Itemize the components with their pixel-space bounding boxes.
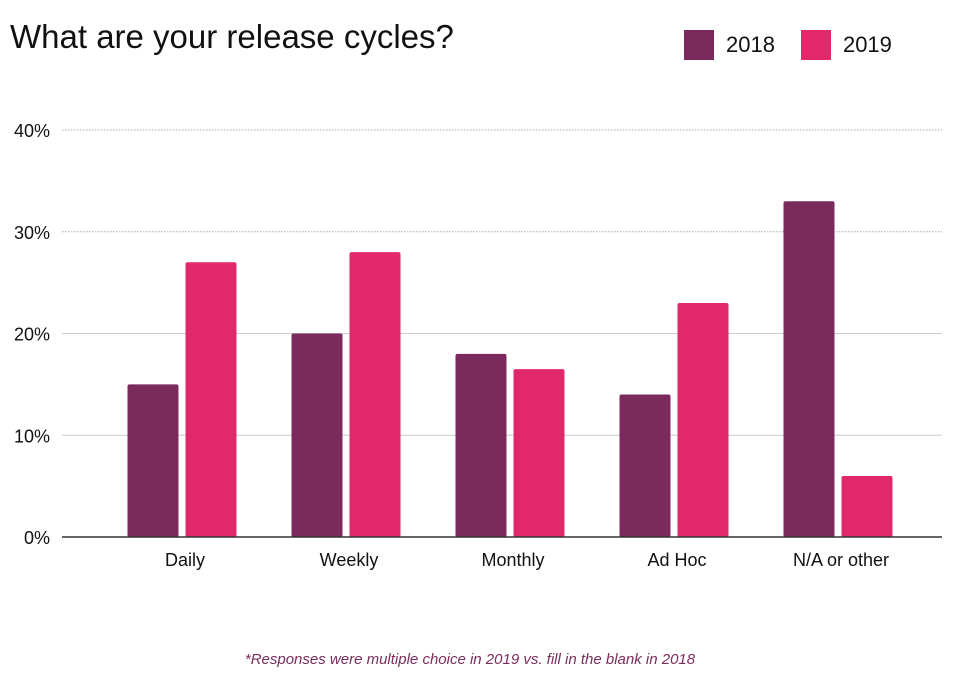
footnote: *Responses were multiple choice in 2019 …	[244, 651, 696, 668]
bar-2019-n-a-or-other	[841, 475, 893, 537]
y-tick-label: 20%	[14, 325, 50, 345]
legend: 2018 2019	[684, 30, 918, 60]
x-tick-label: N/A or other	[793, 550, 889, 570]
bar-2018-monthly	[455, 353, 507, 537]
bar-2019-ad-hoc	[677, 302, 729, 537]
x-tick-label: Ad Hoc	[647, 550, 706, 570]
legend-label-2018: 2018	[726, 32, 775, 57]
bar-2018-daily	[127, 384, 179, 537]
bar-chart: 0% 10% 20% 30% 40% Daily Weekly Monthly Ad Hoc N/…	[14, 121, 942, 570]
bar-2019-monthly	[513, 369, 565, 537]
legend-swatch-2018	[684, 30, 714, 60]
x-tick-label: Monthly	[481, 550, 544, 570]
x-tick-label: Weekly	[320, 550, 379, 570]
x-tick-label: Daily	[165, 550, 205, 570]
bar-2019-daily	[185, 262, 237, 537]
y-tick-label: 30%	[14, 223, 50, 243]
bar-2018-weekly	[291, 333, 343, 537]
legend-item-2019: 2019	[800, 30, 892, 60]
bar-2018-n-a-or-other	[783, 201, 835, 537]
bar-2019-weekly	[349, 252, 401, 537]
bar-2018-ad-hoc	[619, 394, 671, 537]
legend-label-2019: 2019	[842, 32, 892, 57]
y-tick-label: 0%	[24, 528, 50, 548]
y-tick-label: 10%	[14, 426, 50, 446]
chart-title: What are your release cycles?	[10, 18, 454, 55]
legend-item-2018: 2018	[684, 30, 775, 60]
legend-swatch-2019	[800, 30, 831, 60]
y-tick-label: 40%	[14, 121, 50, 141]
